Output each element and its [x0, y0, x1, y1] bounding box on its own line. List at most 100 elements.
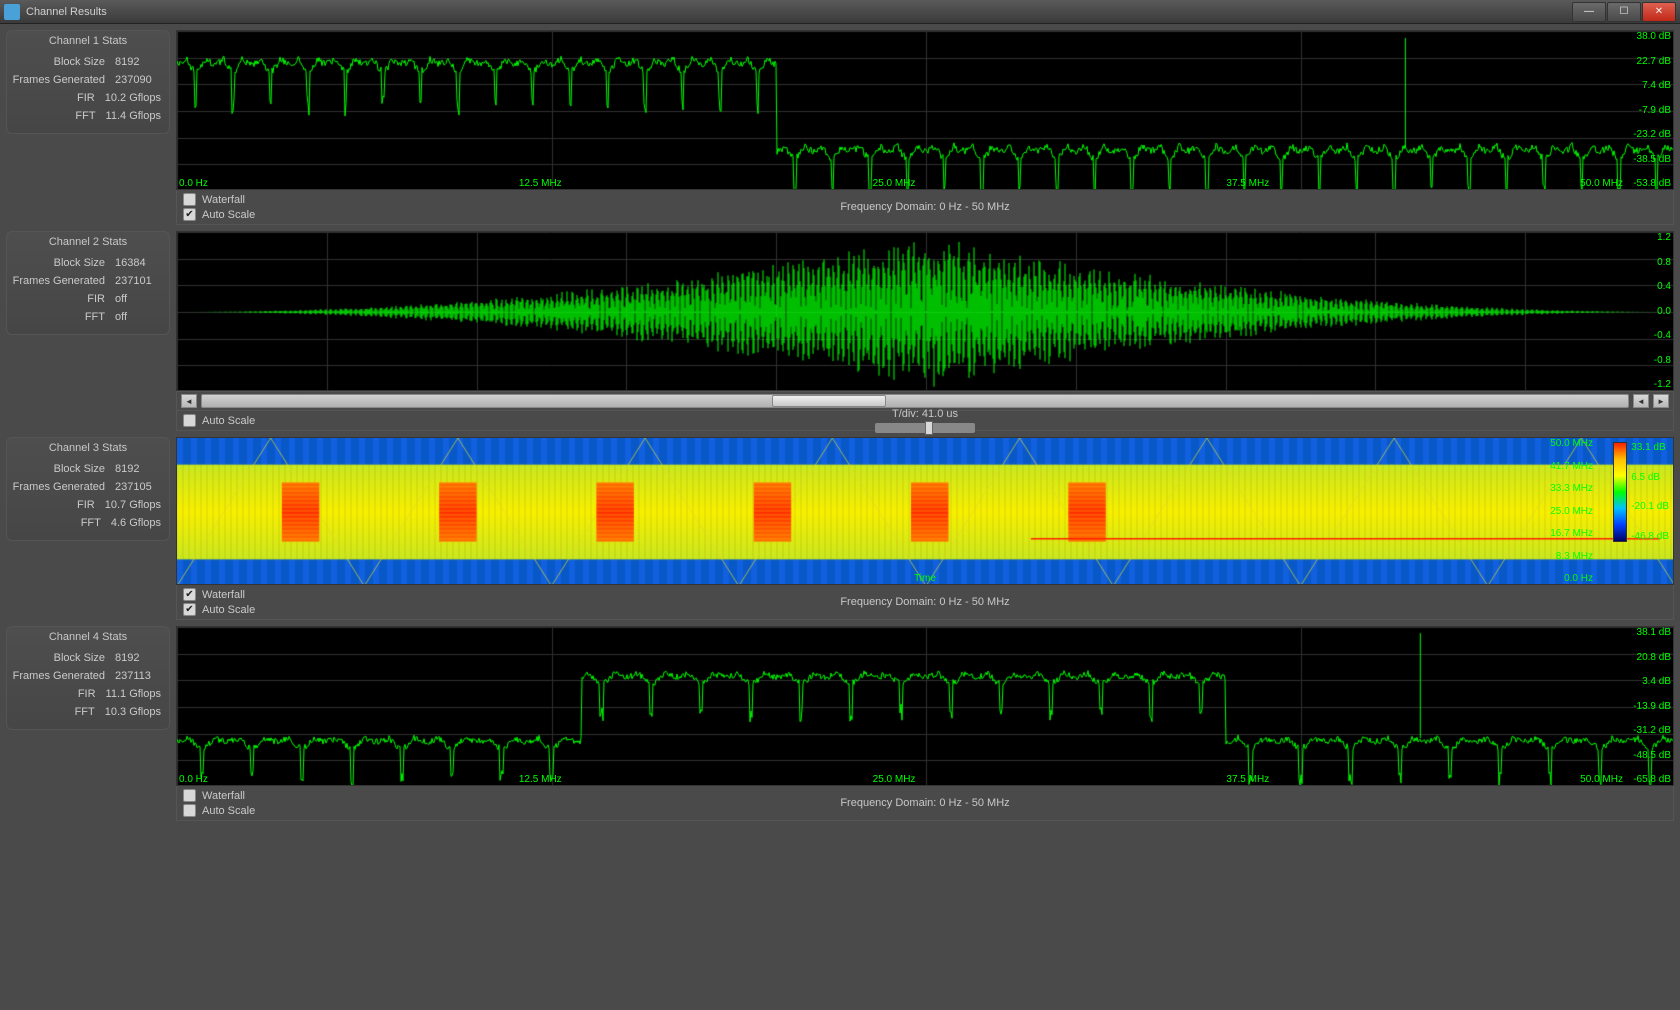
plot-control-bar: WaterfallAuto ScaleFrequency Domain: 0 H…: [176, 786, 1674, 821]
stat-value: 10.3 Gflops: [105, 703, 161, 721]
tdiv-label: T/div: 41.0 us: [892, 408, 958, 420]
plot-control-bar: Waterfall✔Auto ScaleFrequency Domain: 0 …: [176, 190, 1674, 225]
stat-label: Block Size: [5, 53, 105, 71]
stat-label: Block Size: [5, 254, 105, 272]
stat-value: 10.2 Gflops: [105, 89, 161, 107]
stat-label: FIR: [0, 496, 95, 514]
auto-scale-checkbox[interactable]: ✔ Auto Scale: [183, 603, 1667, 616]
checkbox-box[interactable]: [183, 789, 196, 802]
checkbox-label: Waterfall: [202, 790, 245, 802]
checkbox-label: Auto Scale: [202, 604, 255, 616]
x-axis-ticks: 0.0 Hz12.5 MHz25.0 MHz37.5 MHz50.0 MHz: [179, 178, 1623, 189]
stat-label: FIR: [0, 685, 96, 703]
stat-label: FFT: [5, 308, 105, 326]
stat-label: Frames Generated: [5, 478, 105, 496]
stat-label: Frames Generated: [5, 272, 105, 290]
stat-label: FIR: [0, 89, 95, 107]
checkbox-box[interactable]: ✔: [183, 603, 196, 616]
time-axis-label: Time: [914, 573, 936, 584]
stat-line: Frames Generated237090: [15, 71, 161, 89]
stat-value: off: [115, 290, 161, 308]
y-axis-ticks: 38.1 dB20.8 dB3.4 dB-13.9 dB-31.2 dB-48.…: [1633, 627, 1671, 785]
stat-line: FIR10.2 Gflops: [15, 89, 161, 107]
stat-value: 10.7 Gflops: [105, 496, 161, 514]
waterfall-checkbox[interactable]: Waterfall: [183, 193, 1667, 206]
scroll-left-button[interactable]: ◄: [181, 394, 197, 408]
stat-label: Block Size: [5, 649, 105, 667]
stats-title: Channel 4 Stats: [15, 631, 161, 643]
stat-value: 11.1 Gflops: [106, 685, 161, 703]
window-titlebar: Channel Results — ☐ ✕: [0, 0, 1680, 24]
stat-value: 8192: [115, 53, 161, 71]
stat-value: 4.6 Gflops: [111, 514, 161, 532]
stats-title: Channel 2 Stats: [15, 236, 161, 248]
scroll-seek-right-button[interactable]: ►: [1653, 394, 1669, 408]
channel-3-plot[interactable]: 50.0 MHz41.7 MHz33.3 MHz25.0 MHz16.7 MHz…: [176, 437, 1674, 585]
auto-scale-checkbox[interactable]: Auto Scale: [183, 804, 1667, 817]
checkbox-label: Waterfall: [202, 589, 245, 601]
stats-title: Channel 1 Stats: [15, 35, 161, 47]
channel-2-plot-column: 1.20.80.40.0-0.4-0.8-1.2◄◄►Auto ScaleT/d…: [176, 231, 1674, 431]
channel-2-stats: Channel 2 Stats Block Size 16384 Frames Gen…: [6, 231, 170, 335]
stat-label: FIR: [5, 290, 105, 308]
channel-4-plot-column: 38.1 dB20.8 dB3.4 dB-13.9 dB-31.2 dB-48.…: [176, 626, 1674, 821]
stat-line: FIR10.7 Gflops: [15, 496, 161, 514]
channel-4-plot[interactable]: 38.1 dB20.8 dB3.4 dB-13.9 dB-31.2 dB-48.…: [176, 626, 1674, 786]
checkbox-box[interactable]: [183, 804, 196, 817]
y-axis-ticks: 50.0 MHz41.7 MHz33.3 MHz25.0 MHz16.7 MHz…: [1550, 438, 1593, 584]
stat-label: FFT: [0, 703, 95, 721]
channel-3-stats: Channel 3 StatsBlock Size8192Frames Gene…: [6, 437, 170, 541]
channel-1-stats: Channel 1 StatsBlock Size8192Frames Gene…: [6, 30, 170, 134]
stats-title: Channel 3 Stats: [15, 442, 161, 454]
stat-value: 237113: [115, 667, 161, 685]
stat-line: FFT11.4 Gflops: [15, 107, 161, 125]
channel-2-row: Channel 2 Stats Block Size 16384 Frames Gen…: [6, 231, 1674, 431]
channel-2-plot[interactable]: 1.20.80.40.0-0.4-0.8-1.2: [176, 231, 1674, 391]
stat-label: FFT: [0, 107, 96, 125]
waterfall-checkbox[interactable]: ✔ Waterfall: [183, 588, 1667, 601]
channel-1-plot[interactable]: 38.0 dB22.7 dB7.4 dB-7.9 dB-23.2 dB-38.5…: [176, 30, 1674, 190]
amplitude-legend: 33.1 dB6.5 dB-20.1 dB-46.8 dB: [1613, 442, 1669, 542]
tdiv-slider[interactable]: [875, 423, 975, 433]
channel-3-row: Channel 3 StatsBlock Size8192Frames Gene…: [6, 437, 1674, 620]
stat-line: Block Size8192: [15, 460, 161, 478]
scroll-thumb[interactable]: [772, 395, 886, 407]
stat-value: 8192: [115, 460, 161, 478]
stat-line: FFT10.3 Gflops: [15, 703, 161, 721]
stat-line: Frames Generated237105: [15, 478, 161, 496]
checkbox-label: Auto Scale: [202, 209, 255, 221]
scroll-track[interactable]: [201, 394, 1629, 408]
scroll-seek-left-button[interactable]: ◄: [1633, 394, 1649, 408]
auto-scale-checkbox[interactable]: ✔ Auto Scale: [183, 208, 1667, 221]
stat-value: 237090: [115, 71, 161, 89]
stat-line: FIRoff: [15, 290, 161, 308]
tdiv-knob[interactable]: [925, 421, 933, 435]
y-axis-ticks: 38.0 dB22.7 dB7.4 dB-7.9 dB-23.2 dB-38.5…: [1633, 31, 1671, 189]
app-icon: [4, 4, 20, 20]
stat-label: Block Size: [5, 460, 105, 478]
stat-label: FFT: [1, 514, 101, 532]
checkbox-box[interactable]: ✔: [183, 208, 196, 221]
minimize-button[interactable]: —: [1572, 2, 1606, 22]
close-button[interactable]: ✕: [1642, 2, 1676, 22]
checkbox-box[interactable]: [183, 193, 196, 206]
checkbox-box[interactable]: ✔: [183, 588, 196, 601]
waterfall-checkbox[interactable]: Waterfall: [183, 789, 1667, 802]
amplitude-colorbar: [1613, 442, 1627, 542]
y-axis-ticks: 1.20.80.40.0-0.4-0.8-1.2: [1654, 232, 1671, 390]
channel-1-row: Channel 1 StatsBlock Size8192Frames Gene…: [6, 30, 1674, 225]
channel-4-row: Channel 4 StatsBlock Size8192Frames Gene…: [6, 626, 1674, 821]
maximize-button[interactable]: ☐: [1607, 2, 1641, 22]
amplitude-ticks: 33.1 dB6.5 dB-20.1 dB-46.8 dB: [1631, 442, 1669, 542]
stat-line: Block Size8192: [15, 53, 161, 71]
stat-label: Frames Generated: [5, 667, 105, 685]
x-axis-ticks: 0.0 Hz12.5 MHz25.0 MHz37.5 MHz50.0 MHz: [179, 774, 1623, 785]
stat-label: Frames Generated: [5, 71, 105, 89]
checkbox-label: Auto Scale: [202, 805, 255, 817]
channel-4-stats: Channel 4 StatsBlock Size8192Frames Gene…: [6, 626, 170, 730]
stat-value: 16384: [115, 254, 161, 272]
plot-control-bar: ✔Waterfall✔Auto ScaleFrequency Domain: 0…: [176, 585, 1674, 620]
channel-1-plot-column: 38.0 dB22.7 dB7.4 dB-7.9 dB-23.2 dB-38.5…: [176, 30, 1674, 225]
tdiv-center: T/div: 41.0 us: [177, 408, 1673, 432]
stat-value: 11.4 Gflops: [106, 107, 161, 125]
